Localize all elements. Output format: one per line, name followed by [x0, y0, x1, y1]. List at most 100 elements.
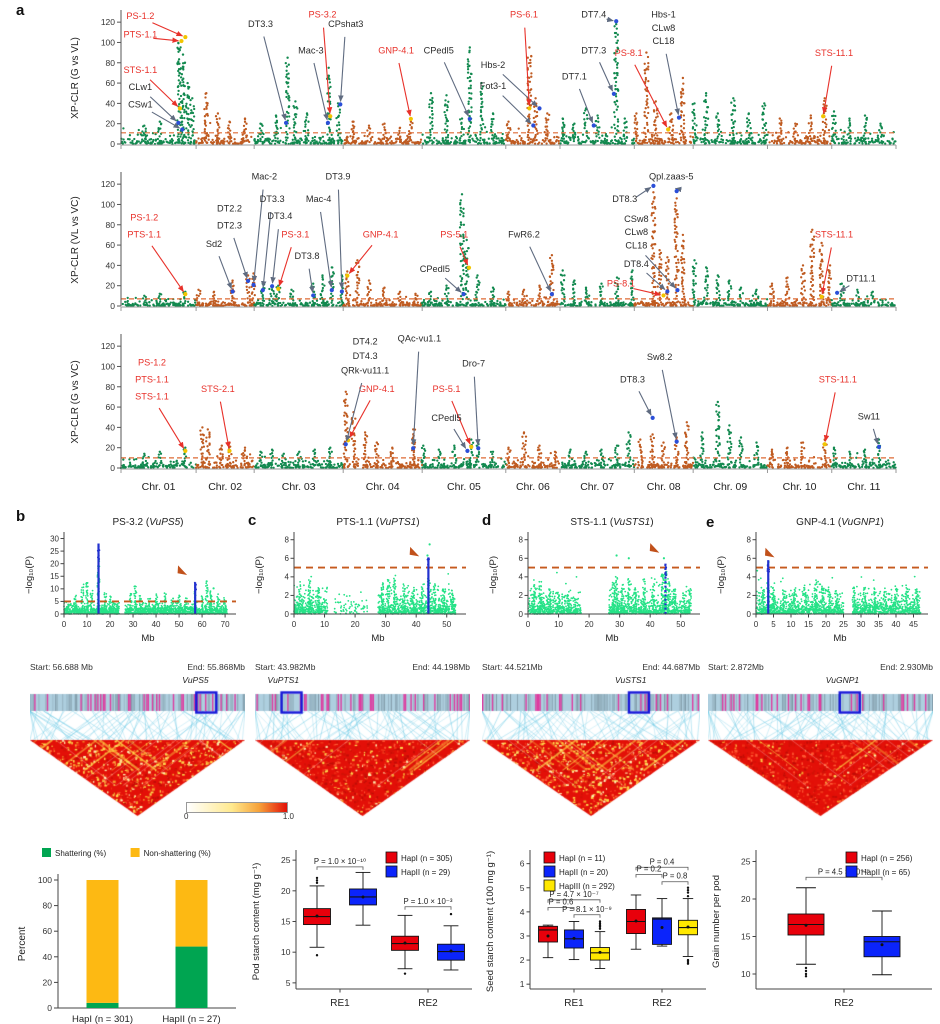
annotation-label: Hbs-2: [481, 60, 506, 70]
annotation-label: CSw1: [128, 99, 153, 109]
annotation-label: PS-3.2: [308, 10, 336, 20]
outlier-dot: [804, 966, 808, 970]
y-tick-label: 4: [520, 907, 525, 917]
mean-dot: [361, 895, 365, 899]
x-tick-label: 25: [839, 620, 848, 629]
outlier-dot: [598, 927, 602, 930]
annotation-label: CPedl5: [431, 413, 461, 423]
y-tick-label: 0: [47, 1003, 52, 1013]
ld-end-label: End: 44.198Mb: [412, 662, 470, 672]
y-tick-label: 80: [106, 220, 116, 230]
y-tick-label: 100: [38, 875, 52, 885]
outlier-dot: [403, 972, 407, 975]
x-tick-label: 10: [83, 620, 92, 629]
ld-heatmap-canvas: [708, 688, 933, 818]
annotation-label: STS-11.1: [819, 375, 857, 385]
x-tick-label: 30: [857, 620, 866, 629]
legend-label: HapI (n = 305): [401, 854, 453, 863]
chromosome-label: Chr. 04: [366, 481, 400, 493]
group-label: RE2: [418, 998, 438, 1009]
y-tick-label: 5: [55, 597, 60, 606]
chromosome-label: Chr. 06: [516, 481, 550, 493]
y-tick-label: 0: [110, 139, 115, 149]
y-tick-label: 15: [281, 917, 291, 927]
y-axis-title: Grain number per pod: [711, 875, 722, 968]
y-tick-label: 2: [747, 591, 752, 600]
pvalue-label: P = 0.6: [549, 898, 574, 907]
legend-swatch: [543, 851, 556, 864]
y-tick-label: 20: [106, 119, 116, 129]
y-tick-label: 6: [519, 554, 524, 563]
y-axis-title: −log₁₀(P): [488, 556, 499, 594]
outlier-dot: [598, 925, 602, 929]
chromosome-label: Chr. 07: [580, 481, 614, 493]
outlier-dot: [804, 969, 808, 973]
y-tick-label: 10: [50, 585, 59, 594]
x-tick-label: 10: [554, 620, 563, 629]
y-tick-label: 0: [747, 610, 752, 619]
y-tick-label: 40: [106, 422, 116, 432]
x-tick-label: 20: [106, 620, 115, 629]
annotation-label: PS-1.2: [138, 357, 166, 367]
boxplot-svg: 5 10 15 20 25 RE1 RE2 P = 1.0 × 10⁻¹⁰ P = 1.0 × …: [251, 850, 472, 1009]
x-tick-label: 40: [412, 620, 421, 629]
annotation-label: CPshat3: [328, 19, 363, 29]
annotation-label: Sw11: [858, 412, 880, 422]
y-axis-title: XP-CLR (G vs VC): [70, 360, 81, 443]
y-axis-title: Seed starch content (100 mg g⁻¹): [485, 851, 496, 992]
legend-label: HapII (n = 29): [401, 868, 450, 877]
x-tick-label: 50: [175, 620, 184, 629]
x-tick-label: 30: [129, 620, 138, 629]
pvalue-label: P = 1.0 × 10⁻³: [403, 897, 452, 906]
y-tick-label: 4: [285, 573, 290, 582]
mean-dot: [660, 926, 664, 930]
gwas-title: PS-3.2 (VuPS5): [113, 517, 184, 528]
legend-label: Non-shattering (%): [144, 849, 211, 858]
legend-label: HapII (n = 65): [861, 868, 910, 877]
pvalue-label: P = 0.8: [663, 872, 688, 881]
annotation-label: PTS-1.1: [124, 29, 158, 39]
annotation-label: CSw8: [624, 214, 649, 224]
annotation-label: Mac-2: [252, 172, 278, 182]
x-tick-label: 10: [320, 620, 329, 629]
outlier-dot: [598, 922, 602, 925]
y-tick-label: 20: [281, 886, 291, 896]
annotation-label: PS-5.1: [432, 384, 460, 394]
annotation-label: DT8.3: [620, 375, 645, 385]
annotation-label: DT2.2: [217, 203, 242, 213]
x-tick-label: 0: [292, 620, 297, 629]
y-tick-label: 0: [519, 610, 524, 619]
annotation-label: CPedl5: [420, 264, 450, 274]
outlier-dot: [686, 962, 690, 965]
y-tick-label: 15: [50, 572, 59, 581]
y-axis-title: XP-CLR (VL vs VC): [70, 196, 81, 283]
y-tick-label: 10: [281, 947, 291, 957]
y-tick-label: 20: [50, 559, 59, 568]
x-axis-title: Mb: [605, 633, 618, 644]
annotation-label: CLw1: [129, 82, 153, 92]
gwas-points: [63, 560, 228, 615]
legend-swatch: [42, 848, 51, 857]
bar-segment: [175, 946, 208, 1008]
y-tick-label: 1: [520, 979, 525, 989]
y-tick-label: 80: [106, 382, 116, 392]
y-tick-label: 100: [101, 37, 115, 47]
annotation-label: PS-6.1: [510, 10, 538, 20]
gwas-points: [527, 554, 692, 615]
annotation-label: DT11.1: [846, 273, 875, 283]
gwas-svg: GNP-4.1 (VuGNP1) 0 2 4 6 8 0 5 10 15 20 25 30 35 40 45 M…: [716, 517, 928, 644]
outlier-dot: [686, 894, 690, 898]
y-tick-label: 5: [520, 883, 525, 893]
legend-label: HapIII (n = 292): [559, 882, 615, 891]
pvalue-label: P = 8.1 × 10⁻⁹: [562, 905, 612, 914]
ld-heatmap-canvas: [30, 688, 245, 818]
gwas-title: PTS-1.1 (VuPTS1): [336, 517, 419, 528]
annotation-label: STS-1.1: [124, 65, 158, 75]
manhattan-svg: 0 20 40 60 80 100 120 XP-CLR (G vs VL) PS-1.2 PTS…: [70, 10, 897, 149]
gwas-plot-sts-1-1: STS-1.1 (VuSTS1) 0 2 4 6 8 0 10 20 30 40 50 Mb −log₁₀…: [484, 512, 706, 659]
box: [863, 936, 901, 958]
box: [652, 917, 672, 945]
x-tick-label: 35: [874, 620, 883, 629]
y-tick-label: 60: [106, 240, 116, 250]
